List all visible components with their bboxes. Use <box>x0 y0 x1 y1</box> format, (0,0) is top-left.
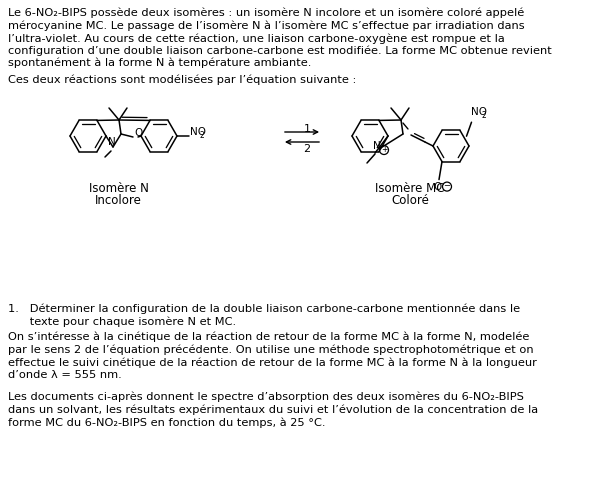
Text: configuration d’une double liaison carbone-carbone est modifiée. La forme MC obt: configuration d’une double liaison carbo… <box>8 46 552 56</box>
Text: Ces deux réactions sont modélisées par l’équation suivante :: Ces deux réactions sont modélisées par l… <box>8 74 356 85</box>
Text: N: N <box>108 137 116 147</box>
Text: 2: 2 <box>303 144 311 154</box>
Text: O: O <box>134 128 142 138</box>
Text: Isomère MC: Isomère MC <box>375 182 445 195</box>
Text: Le 6-NO₂-BIPS possède deux isomères : un isomère N incolore et un isomère coloré: Le 6-NO₂-BIPS possède deux isomères : un… <box>8 8 524 19</box>
Text: Isomère N: Isomère N <box>89 182 148 195</box>
Text: 1: 1 <box>303 124 311 134</box>
Text: Incolore: Incolore <box>95 194 142 207</box>
Text: Coloré: Coloré <box>391 194 429 207</box>
Text: On s’intéresse à la cinétique de la réaction de retour de la forme MC à la forme: On s’intéresse à la cinétique de la réac… <box>8 332 530 343</box>
Text: forme MC du 6-NO₂-BIPS en fonction du temps, à 25 °C.: forme MC du 6-NO₂-BIPS en fonction du te… <box>8 417 325 428</box>
Text: N: N <box>373 141 381 151</box>
Text: effectue le suivi cinétique de la réaction de retour de la forme MC à la forme N: effectue le suivi cinétique de la réacti… <box>8 357 537 368</box>
Text: texte pour chaque isomère N et MC.: texte pour chaque isomère N et MC. <box>8 316 236 327</box>
Text: spontanément à la forme N à température ambiante.: spontanément à la forme N à température … <box>8 58 311 69</box>
Text: NO: NO <box>190 127 206 137</box>
Text: d’onde λ = 555 nm.: d’onde λ = 555 nm. <box>8 370 122 380</box>
Text: mérocyanine MC. Le passage de l’isomère N à l’isomère MC s’effectue par irradiat: mérocyanine MC. Le passage de l’isomère … <box>8 21 525 31</box>
Text: 2: 2 <box>200 131 205 140</box>
Text: par le sens 2 de l’équation précédente. On utilise une méthode spectrophotométri: par le sens 2 de l’équation précédente. … <box>8 345 534 355</box>
Text: NO: NO <box>470 107 486 117</box>
Text: O: O <box>434 181 442 192</box>
Text: l’ultra-violet. Au cours de cette réaction, une liaison carbone-oxygène est romp: l’ultra-violet. Au cours de cette réacti… <box>8 33 505 44</box>
Text: 2: 2 <box>482 111 486 120</box>
Text: dans un solvant, les résultats expérimentaux du suivi et l’évolution de la conce: dans un solvant, les résultats expérimen… <box>8 405 538 415</box>
Text: +: + <box>381 144 387 154</box>
Text: Les documents ci-après donnent le spectre d’absorption des deux isomères du 6-NO: Les documents ci-après donnent le spectr… <box>8 392 524 403</box>
Text: 1.   Déterminer la configuration de la double liaison carbone-carbone mentionnée: 1. Déterminer la configuration de la dou… <box>8 304 520 314</box>
Text: −: − <box>443 181 451 190</box>
